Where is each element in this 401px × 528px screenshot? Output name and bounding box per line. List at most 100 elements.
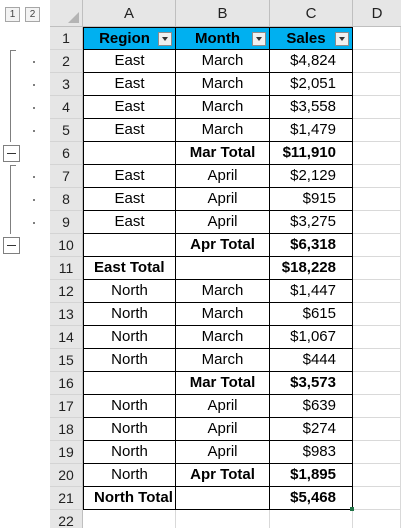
region-cell[interactable]: East Total xyxy=(83,257,176,280)
row-header[interactable]: 15 xyxy=(50,349,83,372)
empty-cell[interactable] xyxy=(353,349,401,372)
row-header[interactable]: 4 xyxy=(50,96,83,119)
region-cell[interactable]: East xyxy=(83,188,176,211)
sales-cell[interactable]: $2,051 xyxy=(270,73,353,96)
month-cell[interactable]: Apr Total xyxy=(176,234,270,257)
collapse-group-button[interactable] xyxy=(3,145,20,162)
row-header[interactable]: 3 xyxy=(50,73,83,96)
empty-cell[interactable] xyxy=(353,165,401,188)
region-cell[interactable]: North xyxy=(83,326,176,349)
month-cell[interactable]: March xyxy=(176,326,270,349)
empty-cell[interactable] xyxy=(353,372,401,395)
row-header[interactable]: 1 xyxy=(50,27,83,50)
empty-cell[interactable] xyxy=(353,510,401,528)
row-header[interactable]: 5 xyxy=(50,119,83,142)
empty-cell[interactable] xyxy=(353,27,401,50)
sales-cell[interactable]: $18,228 xyxy=(270,257,353,280)
region-cell[interactable]: North xyxy=(83,395,176,418)
month-cell[interactable]: Mar Total xyxy=(176,372,270,395)
column-header-c[interactable]: C xyxy=(270,0,353,27)
region-cell[interactable]: East xyxy=(83,73,176,96)
empty-cell[interactable] xyxy=(353,50,401,73)
row-header[interactable]: 6 xyxy=(50,142,83,165)
empty-cell[interactable] xyxy=(270,510,353,528)
row-header[interactable]: 14 xyxy=(50,326,83,349)
empty-cell[interactable] xyxy=(353,257,401,280)
month-cell[interactable]: Apr Total xyxy=(176,464,270,487)
month-cell[interactable]: March xyxy=(176,73,270,96)
empty-cell[interactable] xyxy=(353,211,401,234)
column-header-b[interactable]: B xyxy=(176,0,270,27)
sales-cell[interactable]: $983 xyxy=(270,441,353,464)
row-header[interactable]: 20 xyxy=(50,464,83,487)
month-cell[interactable]: March xyxy=(176,349,270,372)
empty-cell[interactable] xyxy=(353,418,401,441)
empty-cell[interactable] xyxy=(353,303,401,326)
region-cell[interactable]: North xyxy=(83,303,176,326)
column-header-d[interactable]: D xyxy=(353,0,401,27)
sales-cell[interactable]: $1,895 xyxy=(270,464,353,487)
region-cell[interactable]: North xyxy=(83,464,176,487)
empty-cell[interactable] xyxy=(353,441,401,464)
empty-cell[interactable] xyxy=(353,395,401,418)
filter-dropdown-icon[interactable] xyxy=(252,32,266,46)
header-cell-sales[interactable]: Sales xyxy=(270,27,353,50)
column-header-a[interactable]: A xyxy=(83,0,176,27)
empty-cell[interactable] xyxy=(353,326,401,349)
sales-cell[interactable]: $615 xyxy=(270,303,353,326)
region-cell[interactable]: East xyxy=(83,96,176,119)
sales-cell[interactable]: $6,318 xyxy=(270,234,353,257)
row-header[interactable]: 11 xyxy=(50,257,83,280)
empty-cell[interactable] xyxy=(353,188,401,211)
month-cell[interactable]: April xyxy=(176,441,270,464)
month-cell[interactable]: April xyxy=(176,211,270,234)
region-cell[interactable] xyxy=(83,234,176,257)
month-cell[interactable]: April xyxy=(176,165,270,188)
region-cell[interactable] xyxy=(83,372,176,395)
empty-cell[interactable] xyxy=(353,487,401,510)
empty-cell[interactable] xyxy=(353,142,401,165)
month-cell[interactable]: March xyxy=(176,280,270,303)
sales-cell[interactable]: $2,129 xyxy=(270,165,353,188)
region-cell[interactable]: East xyxy=(83,119,176,142)
region-cell[interactable] xyxy=(83,142,176,165)
sales-cell[interactable]: $11,910 xyxy=(270,142,353,165)
row-header[interactable]: 17 xyxy=(50,395,83,418)
sales-cell[interactable]: $1,067 xyxy=(270,326,353,349)
region-cell[interactable]: East xyxy=(83,165,176,188)
row-header[interactable]: 16 xyxy=(50,372,83,395)
sales-cell[interactable]: $444 xyxy=(270,349,353,372)
month-cell[interactable]: March xyxy=(176,50,270,73)
region-cell[interactable]: North Total xyxy=(83,487,176,510)
month-cell[interactable]: March xyxy=(176,303,270,326)
sales-cell[interactable]: $274 xyxy=(270,418,353,441)
row-header[interactable]: 21 xyxy=(50,487,83,510)
empty-cell[interactable] xyxy=(83,510,176,528)
row-header[interactable]: 18 xyxy=(50,418,83,441)
sales-cell[interactable]: $5,468 xyxy=(270,487,353,510)
header-cell-month[interactable]: Month xyxy=(176,27,270,50)
sales-cell[interactable]: $3,275 xyxy=(270,211,353,234)
sales-cell[interactable]: $639 xyxy=(270,395,353,418)
row-header[interactable]: 9 xyxy=(50,211,83,234)
filter-dropdown-icon[interactable] xyxy=(335,32,349,46)
region-cell[interactable]: North xyxy=(83,441,176,464)
filter-dropdown-icon[interactable] xyxy=(158,32,172,46)
outline-level-2-button[interactable]: 2 xyxy=(25,7,40,22)
month-cell[interactable]: April xyxy=(176,418,270,441)
region-cell[interactable]: North xyxy=(83,418,176,441)
month-cell[interactable]: April xyxy=(176,188,270,211)
collapse-group-button[interactable] xyxy=(3,237,20,254)
region-cell[interactable]: North xyxy=(83,280,176,303)
row-header[interactable]: 19 xyxy=(50,441,83,464)
region-cell[interactable]: East xyxy=(83,50,176,73)
row-header[interactable]: 10 xyxy=(50,234,83,257)
month-cell[interactable]: March xyxy=(176,119,270,142)
row-header[interactable]: 2 xyxy=(50,50,83,73)
sales-cell[interactable]: $1,447 xyxy=(270,280,353,303)
month-cell[interactable]: Mar Total xyxy=(176,142,270,165)
row-header[interactable]: 13 xyxy=(50,303,83,326)
sales-cell[interactable]: $915 xyxy=(270,188,353,211)
region-cell[interactable]: East xyxy=(83,211,176,234)
outline-level-1-button[interactable]: 1 xyxy=(5,7,20,22)
